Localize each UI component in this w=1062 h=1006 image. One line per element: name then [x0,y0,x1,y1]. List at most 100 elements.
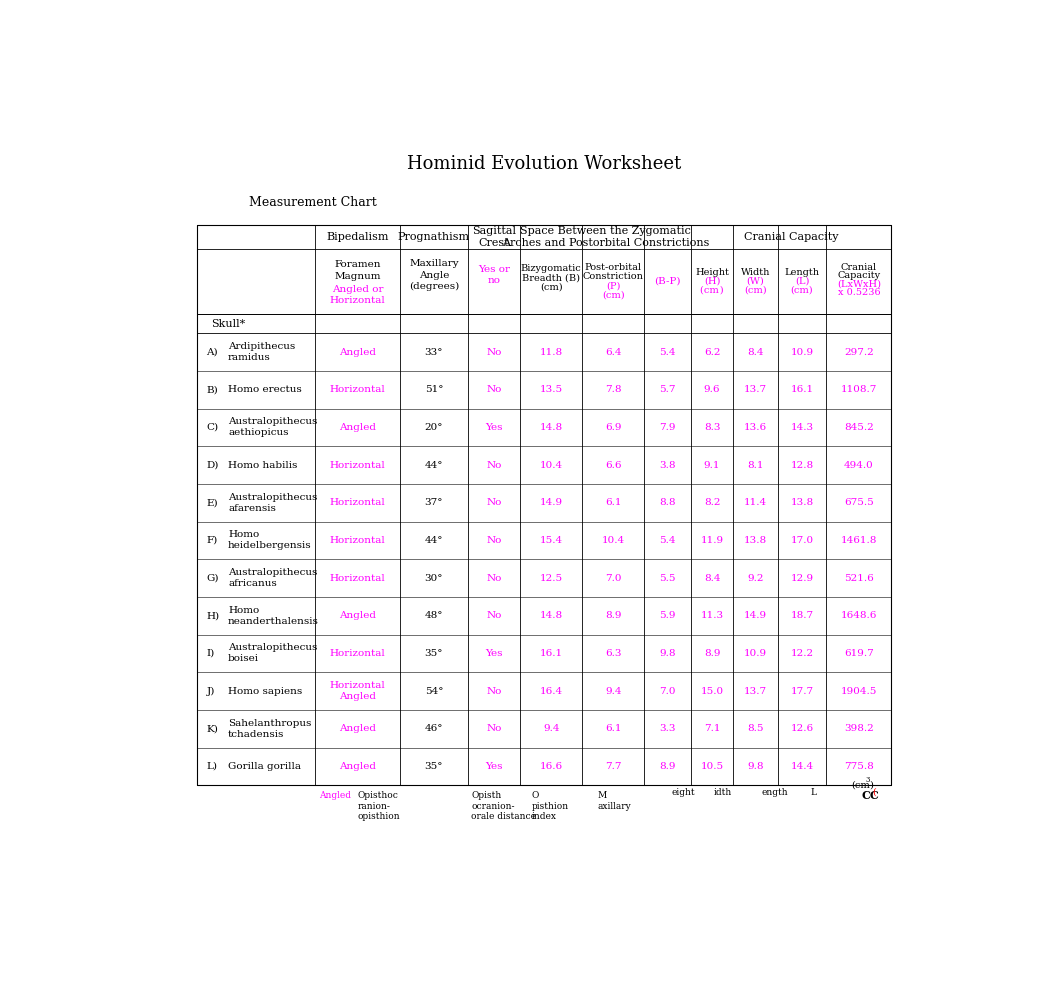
Text: 8.2: 8.2 [704,498,720,507]
Text: G): G) [206,573,219,582]
Text: 13.7: 13.7 [743,385,767,394]
Text: Angled: Angled [339,423,376,432]
Text: Homo erectus: Homo erectus [228,385,302,394]
Text: 9.4: 9.4 [605,686,621,695]
Text: L: L [810,789,817,798]
Text: 9.4: 9.4 [543,724,560,733]
Text: 6.2: 6.2 [704,347,720,356]
Text: 8.4: 8.4 [748,347,764,356]
Text: 12.9: 12.9 [790,573,813,582]
Text: (W): (W) [747,277,765,286]
Text: Hominid Evolution Worksheet: Hominid Evolution Worksheet [407,155,682,173]
Text: 6.3: 6.3 [605,649,621,658]
Bar [198,635,891,672]
Text: 17.7: 17.7 [790,686,813,695]
Text: Horizontal: Horizontal [329,385,386,394]
Text: Bipedalism: Bipedalism [326,232,389,242]
Text: 14.8: 14.8 [539,423,563,432]
Text: L): L) [206,762,218,771]
Text: A): A) [206,347,218,356]
Text: 6.9: 6.9 [605,423,621,432]
Text: Horizontal: Horizontal [329,498,386,507]
Text: 14.8: 14.8 [539,612,563,621]
Text: 6.1: 6.1 [605,724,621,733]
Text: Yes: Yes [485,762,502,771]
Text: eight: eight [671,789,695,798]
Text: 398.2: 398.2 [844,724,874,733]
Text: Australopithecus
boisei: Australopithecus boisei [228,644,318,663]
Text: Yes or
no: Yes or no [478,265,510,285]
Text: 12.6: 12.6 [790,724,813,733]
Text: Australopithecus
afarensis: Australopithecus afarensis [228,493,318,513]
Text: Angled: Angled [339,692,376,701]
Text: 35°: 35° [425,762,443,771]
Text: Space Between the Zygomatic
Arches and Postorbital Constrictions: Space Between the Zygomatic Arches and P… [502,225,709,248]
Bar [198,522,891,559]
Text: Angled or
Horizontal: Angled or Horizontal [329,285,386,305]
Bar [198,598,891,635]
Text: 10.4: 10.4 [602,536,624,545]
Text: 30°: 30° [425,573,443,582]
Text: 494.0: 494.0 [844,461,874,470]
Text: 675.5: 675.5 [844,498,874,507]
Text: 13.8: 13.8 [743,536,767,545]
Text: Angled: Angled [339,762,376,771]
Text: (LxWxH): (LxWxH) [837,280,880,289]
Text: Horizontal: Horizontal [329,461,386,470]
Text: Sahelanthropus
tchadensis: Sahelanthropus tchadensis [228,718,311,738]
Bar [198,672,891,709]
Text: 775.8: 775.8 [844,762,874,771]
Text: Angled: Angled [339,612,376,621]
Text: Opisth
ocranion-
orale distance: Opisth ocranion- orale distance [472,792,536,821]
Text: No: No [486,536,501,545]
Bar [198,710,891,747]
Text: 33°: 33° [425,347,443,356]
Bar [198,333,891,370]
Text: 8.4: 8.4 [704,573,720,582]
Text: 1904.5: 1904.5 [841,686,877,695]
Text: Angled: Angled [319,792,350,801]
Text: 3.3: 3.3 [660,724,675,733]
Text: 8.1: 8.1 [748,461,764,470]
Text: 3: 3 [866,776,870,784]
Text: 44°: 44° [425,461,443,470]
Text: Horizontal: Horizontal [329,536,386,545]
Text: Length: Length [785,268,820,277]
Bar [198,315,891,333]
Bar [198,225,891,786]
Bar [198,225,891,248]
Text: 5.7: 5.7 [660,385,675,394]
Text: 9.6: 9.6 [704,385,720,394]
Text: Australopithecus
africanus: Australopithecus africanus [228,568,318,589]
Text: F): F) [206,536,218,545]
Text: 13.6: 13.6 [743,423,767,432]
Text: Angled: Angled [339,347,376,356]
Text: Measurement Chart: Measurement Chart [249,196,377,209]
Text: No: No [486,573,501,582]
Text: Homo habilis: Homo habilis [228,461,297,470]
Text: 17.0: 17.0 [790,536,813,545]
Text: No: No [486,461,501,470]
Text: 9.8: 9.8 [660,649,675,658]
Text: 16.1: 16.1 [790,385,813,394]
Text: Horizontal: Horizontal [329,573,386,582]
Text: 8.9: 8.9 [704,649,720,658]
Text: 12.2: 12.2 [790,649,813,658]
Text: 35°: 35° [425,649,443,658]
Text: Capacity: Capacity [837,272,880,281]
Text: No: No [486,724,501,733]
Text: Ardipithecus
ramidus: Ardipithecus ramidus [228,342,295,362]
Text: (H): (H) [704,277,720,286]
Text: Horizontal: Horizontal [329,649,386,658]
Text: 7.0: 7.0 [605,573,621,582]
Text: (cm): (cm) [539,283,563,292]
Text: 12.5: 12.5 [539,573,563,582]
Text: 10.4: 10.4 [539,461,563,470]
Text: 8.5: 8.5 [748,724,764,733]
Text: 5.9: 5.9 [660,612,675,621]
Text: 7.8: 7.8 [605,385,621,394]
Text: 9.2: 9.2 [748,573,764,582]
Text: 14.4: 14.4 [790,762,813,771]
Text: 54°: 54° [425,686,443,695]
Text: (L): (L) [794,277,809,286]
